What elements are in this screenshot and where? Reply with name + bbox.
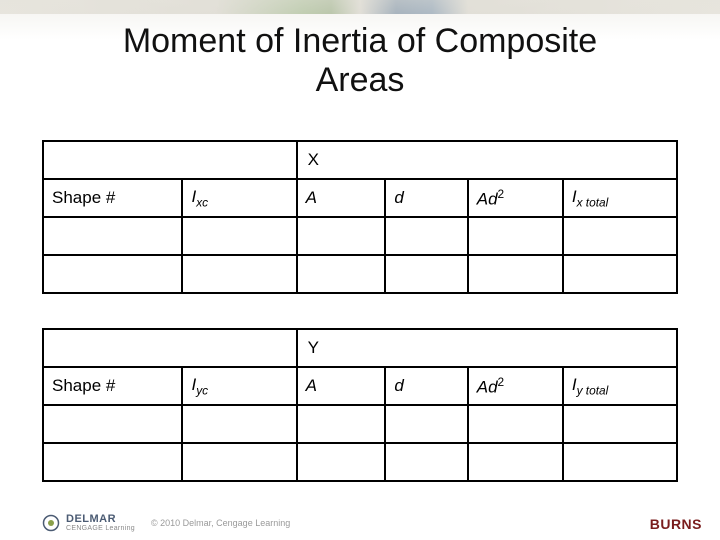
delmar-logo-icon — [42, 514, 60, 532]
table-x-axis-row: X — [43, 141, 677, 179]
table-x-h-ixtotal: Ix total — [563, 179, 677, 217]
table-x-axis-label: X — [297, 141, 677, 179]
title-line-2: Areas — [316, 61, 405, 99]
table-row — [43, 405, 677, 443]
table-x-axis-lead — [43, 141, 297, 179]
table-x-h-d: d — [385, 179, 467, 217]
tables-container: X Shape # Ixc A d Ad2 Ix total Y Shape #… — [42, 140, 678, 482]
table-x-h-ixc: Ixc — [182, 179, 296, 217]
table-y-h-ad2: Ad2 — [468, 367, 563, 405]
copyright-text: © 2010 Delmar, Cengage Learning — [151, 518, 290, 528]
table-row — [43, 217, 677, 255]
table-y-h-a: A — [297, 367, 386, 405]
publisher-brand: DELMAR — [66, 514, 135, 525]
table-y-axis-lead — [43, 329, 297, 367]
table-y-axis-row: Y — [43, 329, 677, 367]
title-line-1: Moment of Inertia of Composite — [123, 22, 597, 60]
table-y-h-iyc: Iyc — [182, 367, 296, 405]
table-y-h-shape: Shape # — [43, 367, 182, 405]
publisher-subbrand: CENGAGE Learning — [66, 525, 135, 532]
publisher-block: DELMAR CENGAGE Learning © 2010 Delmar, C… — [42, 514, 290, 532]
table-x-h-shape: Shape # — [43, 179, 182, 217]
table-row — [43, 443, 677, 481]
table-y-h-iytotal: Iy total — [563, 367, 677, 405]
table-x-h-a: A — [297, 179, 386, 217]
table-y-axis-label: Y — [297, 329, 677, 367]
table-x-h-ad2: Ad2 — [468, 179, 563, 217]
table-y-h-d: d — [385, 367, 467, 405]
decorative-top-stripe — [0, 0, 720, 14]
table-y: Y Shape # Iyc A d Ad2 Iy total — [42, 328, 678, 482]
table-spacer — [42, 294, 678, 328]
table-row — [43, 255, 677, 293]
table-x-header-row: Shape # Ixc A d Ad2 Ix total — [43, 179, 677, 217]
page-title: Moment of Inertia of Composite Areas — [0, 22, 720, 100]
table-x: X Shape # Ixc A d Ad2 Ix total — [42, 140, 678, 294]
publisher-text: DELMAR CENGAGE Learning — [66, 514, 135, 532]
footer: DELMAR CENGAGE Learning © 2010 Delmar, C… — [42, 514, 702, 532]
table-y-header-row: Shape # Iyc A d Ad2 Iy total — [43, 367, 677, 405]
burns-logo: BURNS — [650, 516, 702, 532]
